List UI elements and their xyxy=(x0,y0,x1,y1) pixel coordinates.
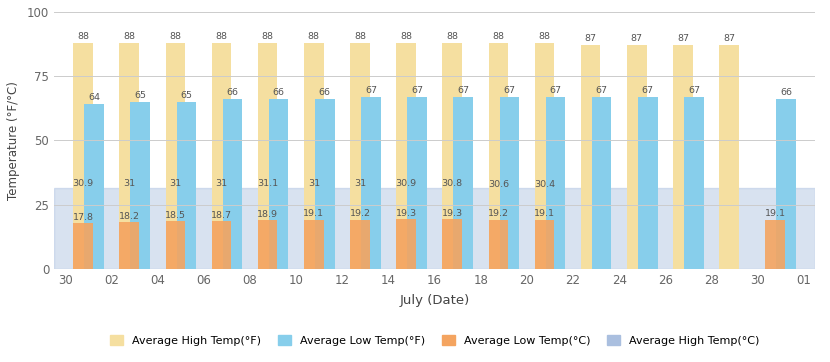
Bar xyxy=(592,97,612,269)
Text: 88: 88 xyxy=(77,32,89,41)
Bar xyxy=(396,219,416,269)
Text: 31: 31 xyxy=(123,179,135,188)
Text: 67: 67 xyxy=(365,86,377,95)
Text: 18.9: 18.9 xyxy=(257,210,278,219)
Text: 17.8: 17.8 xyxy=(73,213,94,222)
Bar xyxy=(350,43,369,269)
Text: 88: 88 xyxy=(354,32,366,41)
Text: 88: 88 xyxy=(261,32,274,41)
Text: 64: 64 xyxy=(88,93,100,102)
Bar xyxy=(535,220,554,269)
Text: 87: 87 xyxy=(584,34,597,43)
Text: 19.2: 19.2 xyxy=(488,209,509,218)
Text: 66: 66 xyxy=(272,88,285,97)
Text: 88: 88 xyxy=(447,32,458,41)
Text: 19.3: 19.3 xyxy=(396,209,417,218)
Bar xyxy=(776,99,796,269)
Bar xyxy=(85,104,104,269)
Bar xyxy=(453,97,473,269)
Text: 30.6: 30.6 xyxy=(488,180,509,189)
Text: 31: 31 xyxy=(308,179,320,188)
Text: 19.1: 19.1 xyxy=(303,210,325,219)
Text: 19.2: 19.2 xyxy=(349,209,370,218)
Bar xyxy=(535,43,554,269)
Text: 67: 67 xyxy=(411,86,423,95)
Bar xyxy=(396,43,416,269)
Text: 88: 88 xyxy=(492,32,505,41)
Bar xyxy=(489,43,508,269)
Text: 66: 66 xyxy=(227,88,238,97)
Text: 18.7: 18.7 xyxy=(211,211,232,219)
Bar xyxy=(222,99,242,269)
Bar xyxy=(304,43,324,269)
Text: 67: 67 xyxy=(503,86,515,95)
Text: 31: 31 xyxy=(169,179,182,188)
Bar xyxy=(120,222,139,269)
Bar xyxy=(73,223,93,269)
Text: 65: 65 xyxy=(180,91,193,100)
X-axis label: July (Date): July (Date) xyxy=(399,294,470,307)
Text: 18.5: 18.5 xyxy=(165,211,186,220)
Bar xyxy=(581,45,600,269)
Text: 88: 88 xyxy=(400,32,413,41)
Text: 87: 87 xyxy=(723,34,735,43)
Text: 31: 31 xyxy=(354,179,366,188)
Text: 65: 65 xyxy=(134,91,146,100)
Bar xyxy=(166,221,185,269)
Bar xyxy=(212,221,232,269)
Y-axis label: Temperature (°F/°C): Temperature (°F/°C) xyxy=(7,81,20,200)
Text: 30.9: 30.9 xyxy=(72,179,94,188)
Bar xyxy=(408,97,427,269)
Bar xyxy=(350,219,369,269)
Bar xyxy=(269,99,289,269)
Text: 87: 87 xyxy=(631,34,642,43)
Text: 18.2: 18.2 xyxy=(119,212,139,221)
Bar xyxy=(545,97,565,269)
Bar xyxy=(673,45,693,269)
Text: 88: 88 xyxy=(216,32,227,41)
Bar xyxy=(258,220,277,269)
Bar xyxy=(120,43,139,269)
Text: 88: 88 xyxy=(169,32,182,41)
Text: 30.8: 30.8 xyxy=(442,180,463,189)
Bar xyxy=(212,43,232,269)
Text: 19.1: 19.1 xyxy=(764,210,786,219)
Text: 31: 31 xyxy=(216,179,227,188)
Text: 67: 67 xyxy=(642,86,654,95)
Text: 88: 88 xyxy=(124,32,135,41)
Text: 19.3: 19.3 xyxy=(442,209,463,218)
Text: 88: 88 xyxy=(308,32,320,41)
Bar xyxy=(627,45,647,269)
Bar xyxy=(315,99,334,269)
Text: 30.9: 30.9 xyxy=(396,179,417,188)
Text: 19.1: 19.1 xyxy=(534,210,555,219)
Text: 67: 67 xyxy=(688,86,700,95)
Bar xyxy=(442,219,462,269)
Bar xyxy=(500,97,519,269)
Bar xyxy=(177,102,196,269)
Bar xyxy=(130,102,150,269)
Text: 66: 66 xyxy=(780,88,792,97)
Bar xyxy=(258,43,277,269)
Bar xyxy=(684,97,704,269)
Text: 87: 87 xyxy=(677,34,689,43)
Text: 67: 67 xyxy=(457,86,469,95)
Legend: Average High Temp(°F), Average Low Temp(°F), Average Low Temp(°C), Average High : Average High Temp(°F), Average Low Temp(… xyxy=(105,331,764,350)
Bar xyxy=(720,45,739,269)
Bar xyxy=(442,43,462,269)
Text: 30.4: 30.4 xyxy=(534,181,555,189)
Bar xyxy=(73,43,93,269)
Bar xyxy=(304,220,324,269)
Text: 67: 67 xyxy=(596,86,608,95)
Text: 67: 67 xyxy=(549,86,561,95)
Bar xyxy=(765,220,785,269)
Bar xyxy=(361,97,381,269)
Text: 88: 88 xyxy=(539,32,550,41)
Text: 66: 66 xyxy=(319,88,331,97)
Bar xyxy=(54,188,815,269)
Bar xyxy=(166,43,185,269)
Text: 31.1: 31.1 xyxy=(257,179,278,188)
Bar xyxy=(489,219,508,269)
Bar xyxy=(638,97,657,269)
